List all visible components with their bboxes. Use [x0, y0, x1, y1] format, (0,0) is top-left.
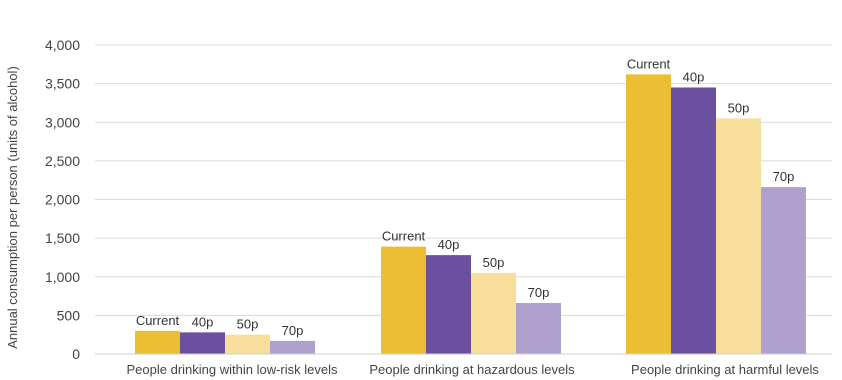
- y-tick-label: 1,000: [45, 269, 80, 285]
- bar-40p-3: [671, 87, 716, 355]
- data-label: 50p: [483, 255, 505, 270]
- data-label: 40p: [192, 314, 214, 329]
- x-category-label: People drinking at harmful levels: [631, 362, 819, 377]
- data-label: 70p: [528, 285, 550, 300]
- data-label: Current: [136, 313, 180, 328]
- y-tick-label: 2,000: [45, 192, 80, 208]
- bar-70p-3: [761, 187, 806, 354]
- data-label: 40p: [438, 237, 460, 252]
- data-label: Current: [627, 56, 671, 71]
- bar-40p-1: [180, 332, 225, 354]
- data-label: 50p: [728, 100, 750, 115]
- bar-50p-3: [716, 118, 761, 354]
- data-label: 70p: [773, 169, 795, 184]
- bar-current-3: [626, 74, 671, 354]
- bar-70p-2: [516, 303, 561, 354]
- bar-50p-2: [471, 272, 516, 354]
- bar-70p-1: [270, 340, 315, 354]
- bar-current-1: [135, 330, 180, 354]
- y-tick-label: 4,000: [45, 37, 80, 53]
- data-label: 50p: [237, 317, 259, 332]
- y-tick-label: 3,500: [45, 76, 80, 92]
- y-axis-title: Annual consumption per person (units of …: [5, 66, 20, 349]
- data-label: 70p: [282, 323, 304, 338]
- y-tick-label: 0: [72, 346, 80, 362]
- y-tick-label: 500: [57, 307, 81, 323]
- x-category-label: People drinking within low-risk levels: [127, 362, 338, 377]
- bar-50p-1: [225, 334, 270, 354]
- y-tick-label: 3,000: [45, 114, 80, 130]
- bar-current-2: [381, 246, 426, 354]
- bar-40p-2: [426, 255, 471, 354]
- y-tick-label: 2,500: [45, 153, 80, 169]
- y-tick-label: 1,500: [45, 230, 80, 246]
- data-label: 40p: [683, 69, 705, 84]
- x-category-label: People drinking at hazardous levels: [369, 362, 575, 377]
- data-label: Current: [382, 229, 426, 244]
